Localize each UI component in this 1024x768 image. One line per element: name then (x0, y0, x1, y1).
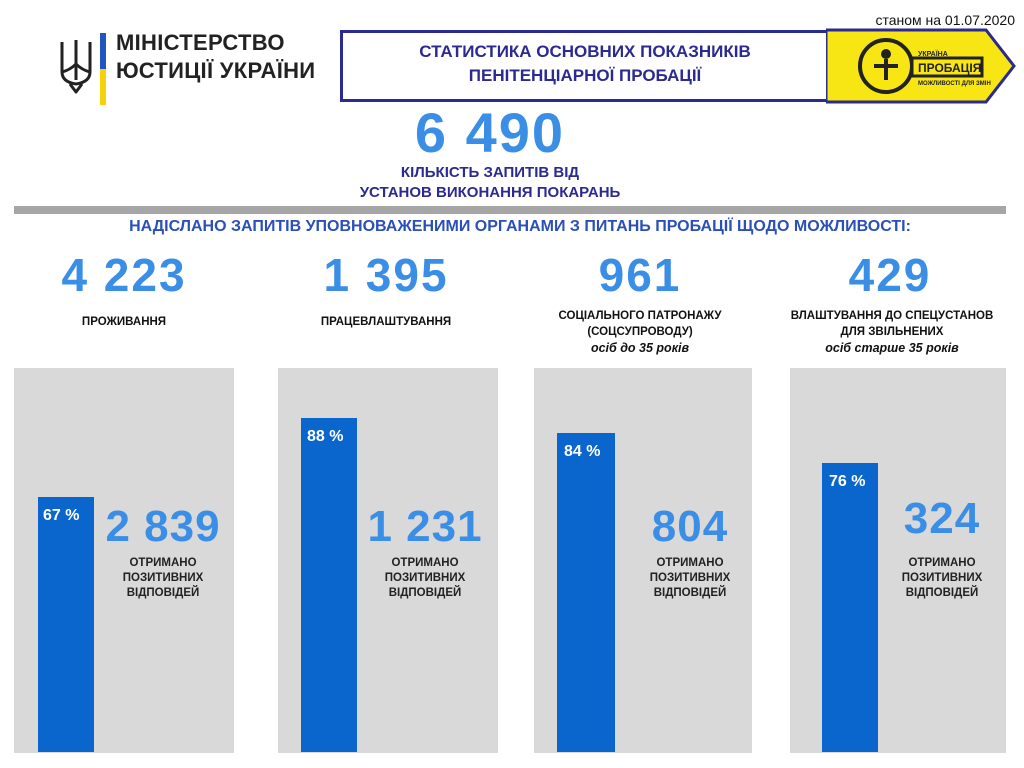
category-4-bar (822, 463, 878, 752)
title-line2: ПЕНІТЕНЦІАРНОЇ ПРОБАЦІЇ (468, 66, 702, 85)
resp-label-line2: ПОЗИТИВНИХ (901, 572, 983, 584)
title-banner (340, 30, 830, 102)
category-1-label-line1: ПРОЖИВАННЯ (81, 316, 167, 328)
category-3-label-line1: СОЦІАЛЬНОГО ПАТРОНАЖУ (558, 310, 722, 322)
resp-label-line3: ВІДПОВІДЕЙ (126, 587, 200, 599)
total-requests-value: 6 490 (414, 101, 566, 164)
section-subtitle: НАДІСЛАНО ЗАПИТІВ УПОВНОВАЖЕНИМИ ОРГАНАМ… (129, 218, 911, 235)
category-1-requests: 4 223 (61, 249, 187, 301)
category-4-label-line3: осіб старше 35 років (825, 341, 959, 355)
total-requests-label-line2: УСТАНОВ ВИКОНАННЯ ПОКАРАНЬ (359, 184, 621, 201)
resp-label-line3: ВІДПОВІДЕЙ (388, 587, 462, 599)
category-2-bar-percent: 88 % (307, 428, 344, 445)
resp-label-line1: ОТРИМАНО (129, 557, 197, 569)
resp-label-line1: ОТРИМАНО (908, 557, 976, 569)
resp-label-line2: ПОЗИТИВНИХ (649, 572, 731, 584)
resp-label-line3: ВІДПОВІДЕЙ (653, 587, 727, 599)
category-2-label-line1: ПРАЦЕВЛАШТУВАННЯ (320, 316, 452, 328)
flag-stripe-blue (100, 33, 106, 69)
category-3-bar-percent: 84 % (564, 443, 601, 460)
resp-label-line2: ПОЗИТИВНИХ (122, 572, 204, 584)
category-3-label-line2: (СОЦСУПРОВОДУ) (587, 326, 693, 338)
category-4-positive-value: 324 (903, 494, 981, 543)
category-3-requests: 961 (598, 249, 682, 301)
divider-bar (14, 206, 1006, 214)
category-2-label: ПРАЦЕВЛАШТУВАННЯ (276, 314, 496, 330)
category-4-bar-percent: 76 % (829, 473, 866, 490)
probation-key-logo: УКРАЇНА ПРОБАЦІЯ МОЖЛИВОСТІ ДЛЯ ЗМІН (826, 28, 1016, 104)
category-1-label: ПРОЖИВАННЯ (14, 314, 234, 330)
resp-label-line2: ПОЗИТИВНИХ (384, 572, 466, 584)
logo-text-ukraine: УКРАЇНА (918, 50, 948, 58)
category-1-positive-label: ОТРИМАНО ПОЗИТИВНИХ ВІДПОВІДЕЙ (98, 556, 228, 601)
as-of-date: станом на 01.07.2020 (875, 12, 1015, 28)
trident-icon (60, 40, 92, 94)
category-2-requests: 1 395 (323, 249, 449, 301)
category-1-bar-percent: 67 % (43, 507, 80, 524)
category-4-label-line1: ВЛАШТУВАННЯ ДО СПЕЦУСТАНОВ (790, 310, 994, 322)
category-3-positive-value: 804 (651, 502, 729, 551)
resp-label-line3: ВІДПОВІДЕЙ (905, 587, 979, 599)
category-3-bar (557, 433, 615, 752)
category-4-label-line2: ДЛЯ ЗВІЛЬНЕНИХ (840, 326, 944, 338)
category-3-positive-label: ОТРИМАНО ПОЗИТИВНИХ ВІДПОВІДЕЙ (625, 556, 755, 601)
category-1-positive-value: 2 839 (105, 502, 221, 551)
resp-label-line1: ОТРИМАНО (656, 557, 724, 569)
ministry-name-line1: МІНІСТЕРСТВО (116, 30, 285, 55)
total-requests-label-line1: КІЛЬКІСТЬ ЗАПИТІВ ВІД (400, 164, 580, 181)
category-1-bar (38, 497, 94, 752)
resp-label-line1: ОТРИМАНО (391, 557, 459, 569)
title-line1: СТАТИСТИКА ОСНОВНИХ ПОКАЗНИКІВ (419, 42, 751, 61)
flag-stripe-yellow (100, 69, 106, 105)
category-2-positive-label: ОТРИМАНО ПОЗИТИВНИХ ВІДПОВІДЕЙ (360, 556, 490, 601)
category-3-label-line3: осіб до 35 років (590, 341, 690, 355)
category-2-positive-value: 1 231 (367, 502, 483, 551)
category-3-label: СОЦІАЛЬНОГО ПАТРОНАЖУ (СОЦСУПРОВОДУ) осі… (530, 308, 750, 356)
category-2-bar (301, 418, 357, 752)
logo-text-probation: ПРОБАЦІЯ (918, 61, 981, 75)
logo-text-opportunities: МОЖЛИВОСТІ ДЛЯ ЗМІН (918, 81, 991, 87)
category-4-positive-label: ОТРИМАНО ПОЗИТИВНИХ ВІДПОВІДЕЙ (878, 556, 1006, 601)
category-4-requests: 429 (848, 249, 932, 301)
ministry-name-line2: ЮСТИЦІЇ УКРАЇНИ (116, 58, 316, 83)
category-4-label: ВЛАШТУВАННЯ ДО СПЕЦУСТАНОВ ДЛЯ ЗВІЛЬНЕНИ… (772, 308, 1012, 356)
